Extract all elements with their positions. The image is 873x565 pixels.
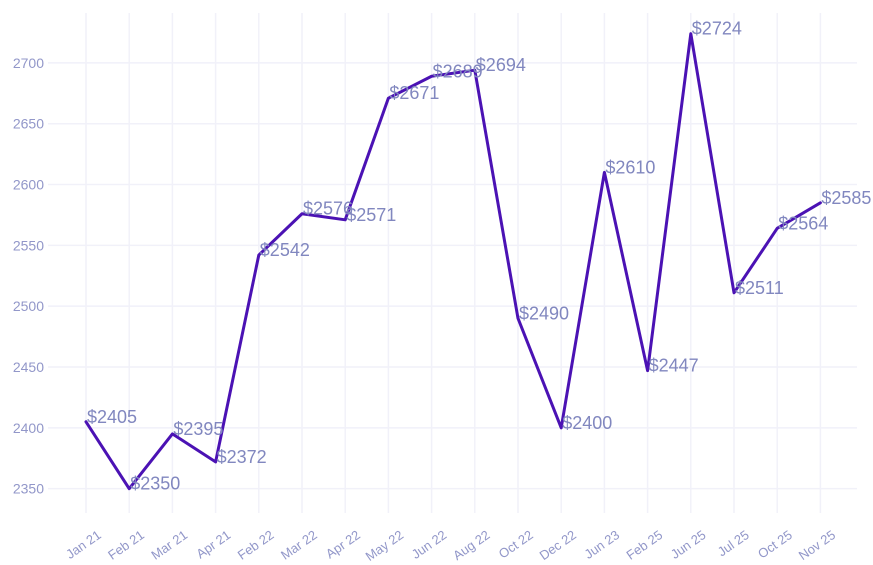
x-axis-tick-label: Oct 22 — [496, 527, 536, 561]
price-point-label: $2372 — [217, 447, 267, 467]
y-axis-tick-label: 2700 — [13, 55, 44, 71]
x-axis-tick-label: Feb 21 — [105, 527, 147, 563]
price-line — [84, 32, 822, 491]
x-axis-tick-label: Aug 22 — [450, 527, 492, 563]
x-axis-tick-label: Jun 22 — [409, 527, 450, 562]
price-point-label: $2400 — [562, 413, 612, 433]
x-axis-tick-label: Jun 23 — [582, 527, 623, 562]
x-axis-tick-label: Apr 22 — [323, 527, 363, 561]
x-axis-tick-label: Jun 25 — [668, 527, 709, 562]
x-axis-tick-label: Nov 25 — [796, 527, 838, 563]
y-axis-tick-label: 2450 — [13, 359, 44, 375]
price-point-label: $2490 — [519, 303, 569, 323]
x-axis-tick-label: Feb 22 — [235, 527, 277, 563]
price-point-label: $2694 — [476, 55, 526, 75]
price-point-label: $2689 — [433, 61, 483, 81]
x-axis-tick-label: Mar 21 — [148, 527, 190, 562]
price-point-label: $2350 — [130, 474, 180, 494]
price-point-label: $2571 — [346, 205, 396, 225]
price-point-label: $2585 — [821, 188, 871, 208]
y-axis-tick-label: 2550 — [13, 237, 44, 253]
price-point-label: $2564 — [778, 213, 828, 233]
price-point-label: $2576 — [303, 199, 353, 219]
y-axis-tick-label: 2350 — [13, 481, 44, 497]
price-point-label: $2671 — [389, 83, 439, 103]
x-axis-tick-label: Feb 25 — [624, 527, 666, 563]
price-point-label: $2395 — [173, 419, 223, 439]
x-axis-tick-label: Jul 25 — [715, 527, 752, 559]
price-point-label: $2447 — [649, 356, 699, 376]
x-axis-tick-label: Dec 22 — [537, 527, 579, 563]
x-axis-tick-label: Mar 22 — [278, 527, 320, 562]
price-point-label: $2542 — [260, 240, 310, 260]
y-axis-tick-label: 2650 — [13, 116, 44, 132]
x-axis-tick-label: Apr 21 — [193, 527, 233, 561]
y-axis-tick-label: 2600 — [13, 177, 44, 193]
x-axis-tick-label: May 22 — [363, 527, 407, 564]
y-axis-tick-label: 2400 — [13, 420, 44, 436]
x-axis-tick-label: Jan 21 — [63, 527, 104, 562]
y-axis-tick-label: 2500 — [13, 298, 44, 314]
price-point-label: $2405 — [87, 407, 137, 427]
price-point-label: $2511 — [735, 278, 784, 298]
price-point-label: $2610 — [605, 157, 655, 177]
x-axis-tick-label: Oct 25 — [755, 527, 795, 561]
price-point-label: $2724 — [692, 19, 742, 39]
